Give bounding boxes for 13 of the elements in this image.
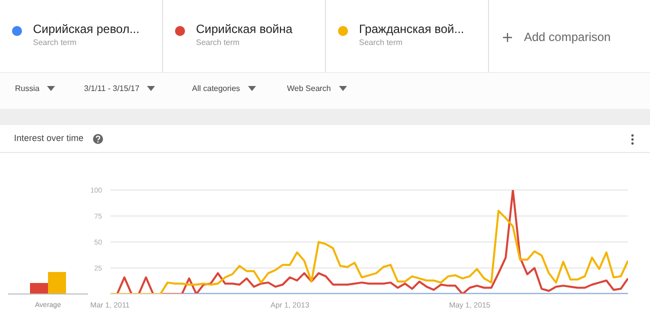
chart-title: Interest over time — [14, 133, 84, 143]
text: Russia — [15, 84, 40, 93]
text: 3/1/11 - 3/15/17 — [84, 84, 140, 93]
legend-label: Сирийская война — [196, 22, 292, 36]
text: Web Search — [287, 84, 332, 93]
text: Search term — [359, 38, 403, 47]
line-series — [110, 210, 628, 294]
text: Search term — [196, 38, 240, 47]
text: Search term — [33, 38, 77, 47]
text: Add comparison — [524, 30, 611, 44]
text: All categories — [192, 84, 242, 93]
legend-label: Сирийская револ... — [33, 22, 140, 36]
legend-label: Гражданская вой... — [359, 22, 464, 36]
